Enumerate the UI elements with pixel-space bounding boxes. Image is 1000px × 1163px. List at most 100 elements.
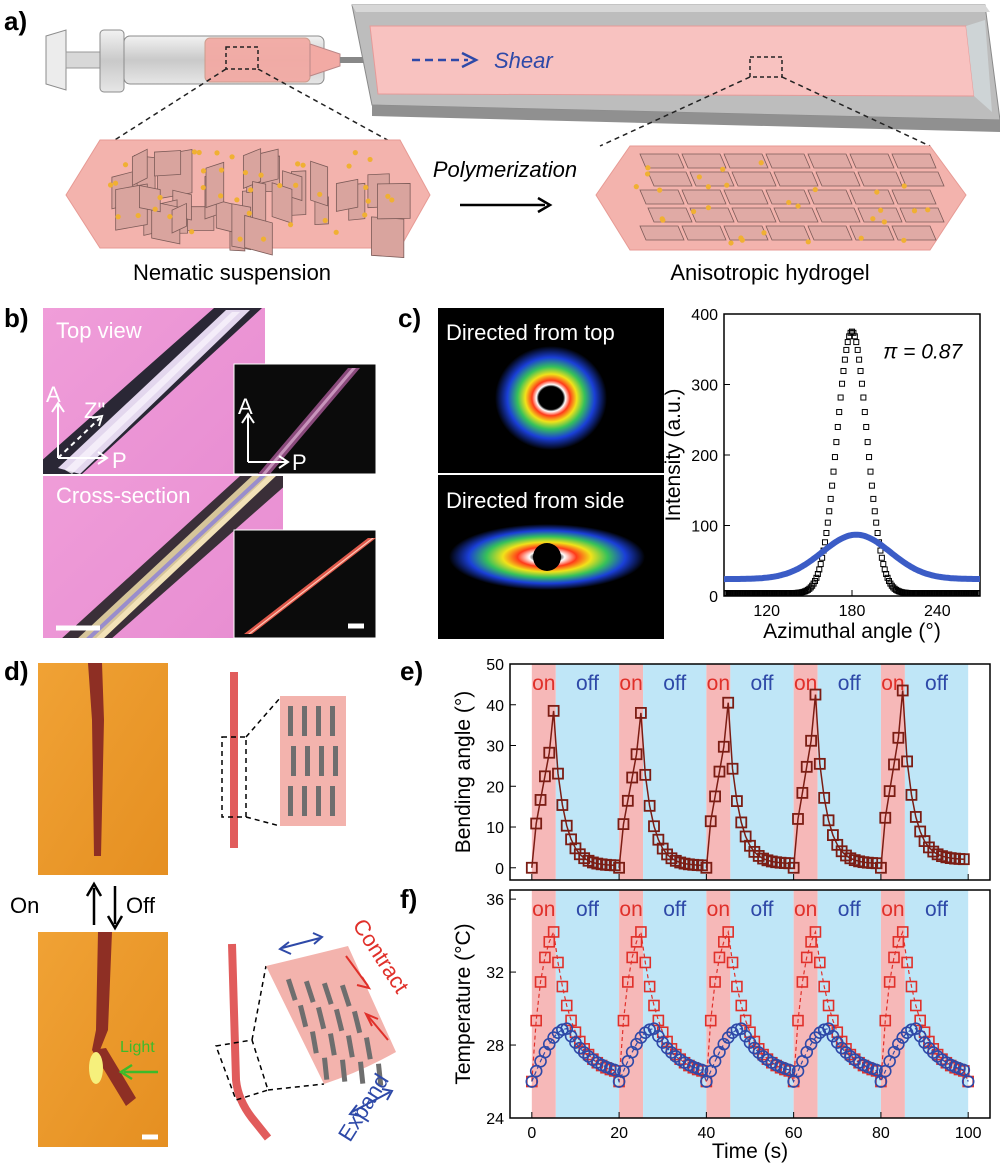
data-point xyxy=(818,980,830,993)
monomer-dot xyxy=(346,163,352,169)
data-point xyxy=(841,356,848,363)
monomer-dot xyxy=(365,198,371,204)
data-point xyxy=(851,333,858,340)
data-point xyxy=(892,1037,905,1051)
monomer-dot xyxy=(115,214,121,220)
data-point xyxy=(726,762,739,775)
bent-film xyxy=(228,943,272,1141)
data-point xyxy=(822,814,835,827)
monomer-dot xyxy=(690,208,697,215)
data-point xyxy=(709,976,721,988)
data-point xyxy=(813,574,820,581)
aligned-sheet xyxy=(857,171,903,187)
monomer-dot xyxy=(720,166,726,172)
data-point xyxy=(787,861,800,874)
nanosheet xyxy=(154,150,182,177)
data-point xyxy=(910,999,922,1012)
nanosheet xyxy=(340,1059,348,1082)
data-point xyxy=(648,820,660,833)
y-tick-label: 200 xyxy=(691,448,718,465)
aligned-sheet xyxy=(891,189,937,205)
aligned-sheet xyxy=(773,207,819,223)
monomer-dot xyxy=(659,216,665,222)
data-point xyxy=(542,1037,556,1051)
off-label: off xyxy=(751,672,774,695)
data-point xyxy=(643,799,656,812)
plot-frame xyxy=(509,889,991,1119)
data-point xyxy=(700,1075,713,1088)
x-tick-label: 240 xyxy=(924,603,951,620)
panel-a-label: a) xyxy=(4,6,27,36)
data-point xyxy=(726,956,739,969)
monomer-dot xyxy=(724,182,730,188)
slide-zoom-box xyxy=(749,56,783,78)
monomer-dot xyxy=(322,217,328,224)
on-label: on xyxy=(794,672,817,695)
nanosheet xyxy=(346,1035,355,1058)
data-point xyxy=(552,956,564,969)
monomer-dot xyxy=(385,193,391,199)
off-band xyxy=(730,890,794,1118)
polarizer-axes xyxy=(51,401,109,465)
nematic-suspension-illustration xyxy=(65,139,431,258)
off-label: off xyxy=(838,898,861,921)
data-point xyxy=(901,956,913,969)
anisotropic-hydrogel-caption: Anisotropic hydrogel xyxy=(670,260,869,285)
data-point xyxy=(648,999,660,1012)
aligned-sheet xyxy=(899,171,945,187)
monomer-dot xyxy=(812,186,818,193)
aligned-sheet xyxy=(647,207,693,223)
data-point xyxy=(864,439,871,446)
x-axis-label: Azimuthal angle (°) xyxy=(763,620,941,643)
monomer-dot xyxy=(761,230,767,236)
monomer-dot xyxy=(122,162,129,168)
off-label: off xyxy=(838,672,861,695)
on-label: on xyxy=(707,672,730,695)
data-point xyxy=(863,423,870,430)
panel-b-label: b) xyxy=(4,303,29,333)
data-point xyxy=(539,951,551,964)
monomer-dot xyxy=(795,203,801,209)
anisotropic-hydrogel-illustration xyxy=(595,145,967,251)
data-point xyxy=(534,976,547,988)
data-point xyxy=(830,468,837,475)
monomer-dot xyxy=(260,236,267,242)
monomer-dot xyxy=(152,206,158,212)
off-band xyxy=(817,664,881,880)
monomer-dot xyxy=(786,199,792,206)
monomer-dot xyxy=(248,187,254,193)
data-point xyxy=(543,746,556,759)
data-point xyxy=(861,409,868,416)
data-point xyxy=(796,786,809,799)
data-point xyxy=(874,1075,888,1088)
monomer-dot xyxy=(925,207,931,213)
monomer-dot xyxy=(870,216,876,222)
data-point xyxy=(813,757,826,770)
panel-a: a) Shear xyxy=(4,4,1000,285)
off-label: off xyxy=(925,672,948,695)
data-point xyxy=(804,1037,818,1051)
data-point xyxy=(977,590,980,596)
nanosheet xyxy=(352,1010,363,1034)
y-tick-label: 30 xyxy=(486,739,504,756)
nematic-suspension-caption: Nematic suspension xyxy=(133,260,331,285)
monomer-dot xyxy=(657,187,663,193)
on-label: On xyxy=(10,893,39,918)
nanosheet xyxy=(286,978,298,1001)
data-point xyxy=(731,980,743,993)
nanosheet xyxy=(244,214,273,256)
data-point xyxy=(812,577,819,584)
y-tick-label: 100 xyxy=(691,519,718,536)
y-tick-label: 10 xyxy=(486,820,504,837)
aligned-sheet xyxy=(731,171,777,187)
data-point xyxy=(577,1046,591,1059)
data-point xyxy=(839,380,846,387)
monomer-dot xyxy=(196,149,202,156)
monomer-dot xyxy=(333,229,339,235)
data-point xyxy=(695,1063,709,1077)
x-tick-label: 100 xyxy=(955,1125,982,1142)
data-point xyxy=(805,734,817,747)
aligned-sheet xyxy=(639,153,685,169)
data-point xyxy=(823,530,830,537)
monomer-dot xyxy=(362,212,368,218)
